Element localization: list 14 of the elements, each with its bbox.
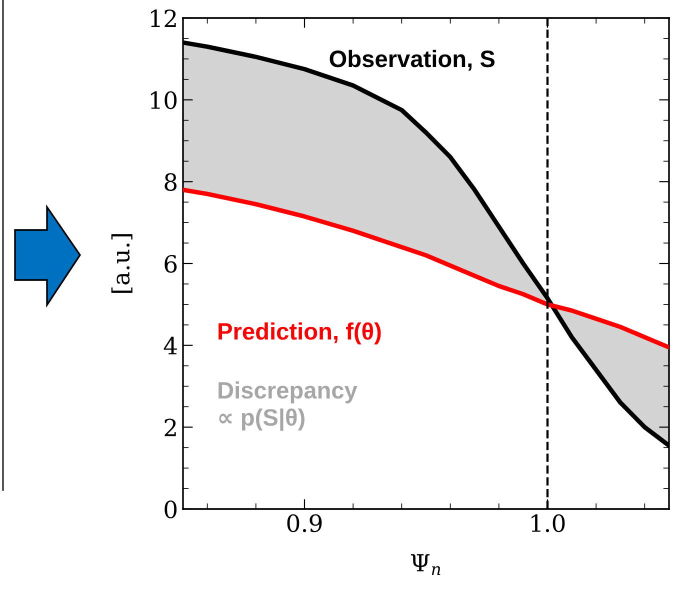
x-axis-title: Ψ$_{n}$ xyxy=(410,554,440,575)
legend-label: Observation, S xyxy=(330,50,495,71)
y-tick-label: 10 xyxy=(150,91,177,110)
y-tick-label: 2 xyxy=(164,418,176,436)
x-tick-label: 1.0 xyxy=(532,514,565,532)
y-tick-label: 0 xyxy=(164,500,177,518)
x-tick-label: 0.9 xyxy=(287,514,322,532)
annotation: Discrepancy ∝ p(S|θ) xyxy=(218,381,358,431)
y-tick-label: 6 xyxy=(164,254,177,273)
y-tick-label: 12 xyxy=(150,9,176,27)
y-tick-label: 4 xyxy=(164,336,177,354)
y-tick-label: 8 xyxy=(164,173,177,191)
text: Prediction, f(θ) xyxy=(218,322,381,344)
y-axis-title: [a.u.] xyxy=(111,234,132,293)
